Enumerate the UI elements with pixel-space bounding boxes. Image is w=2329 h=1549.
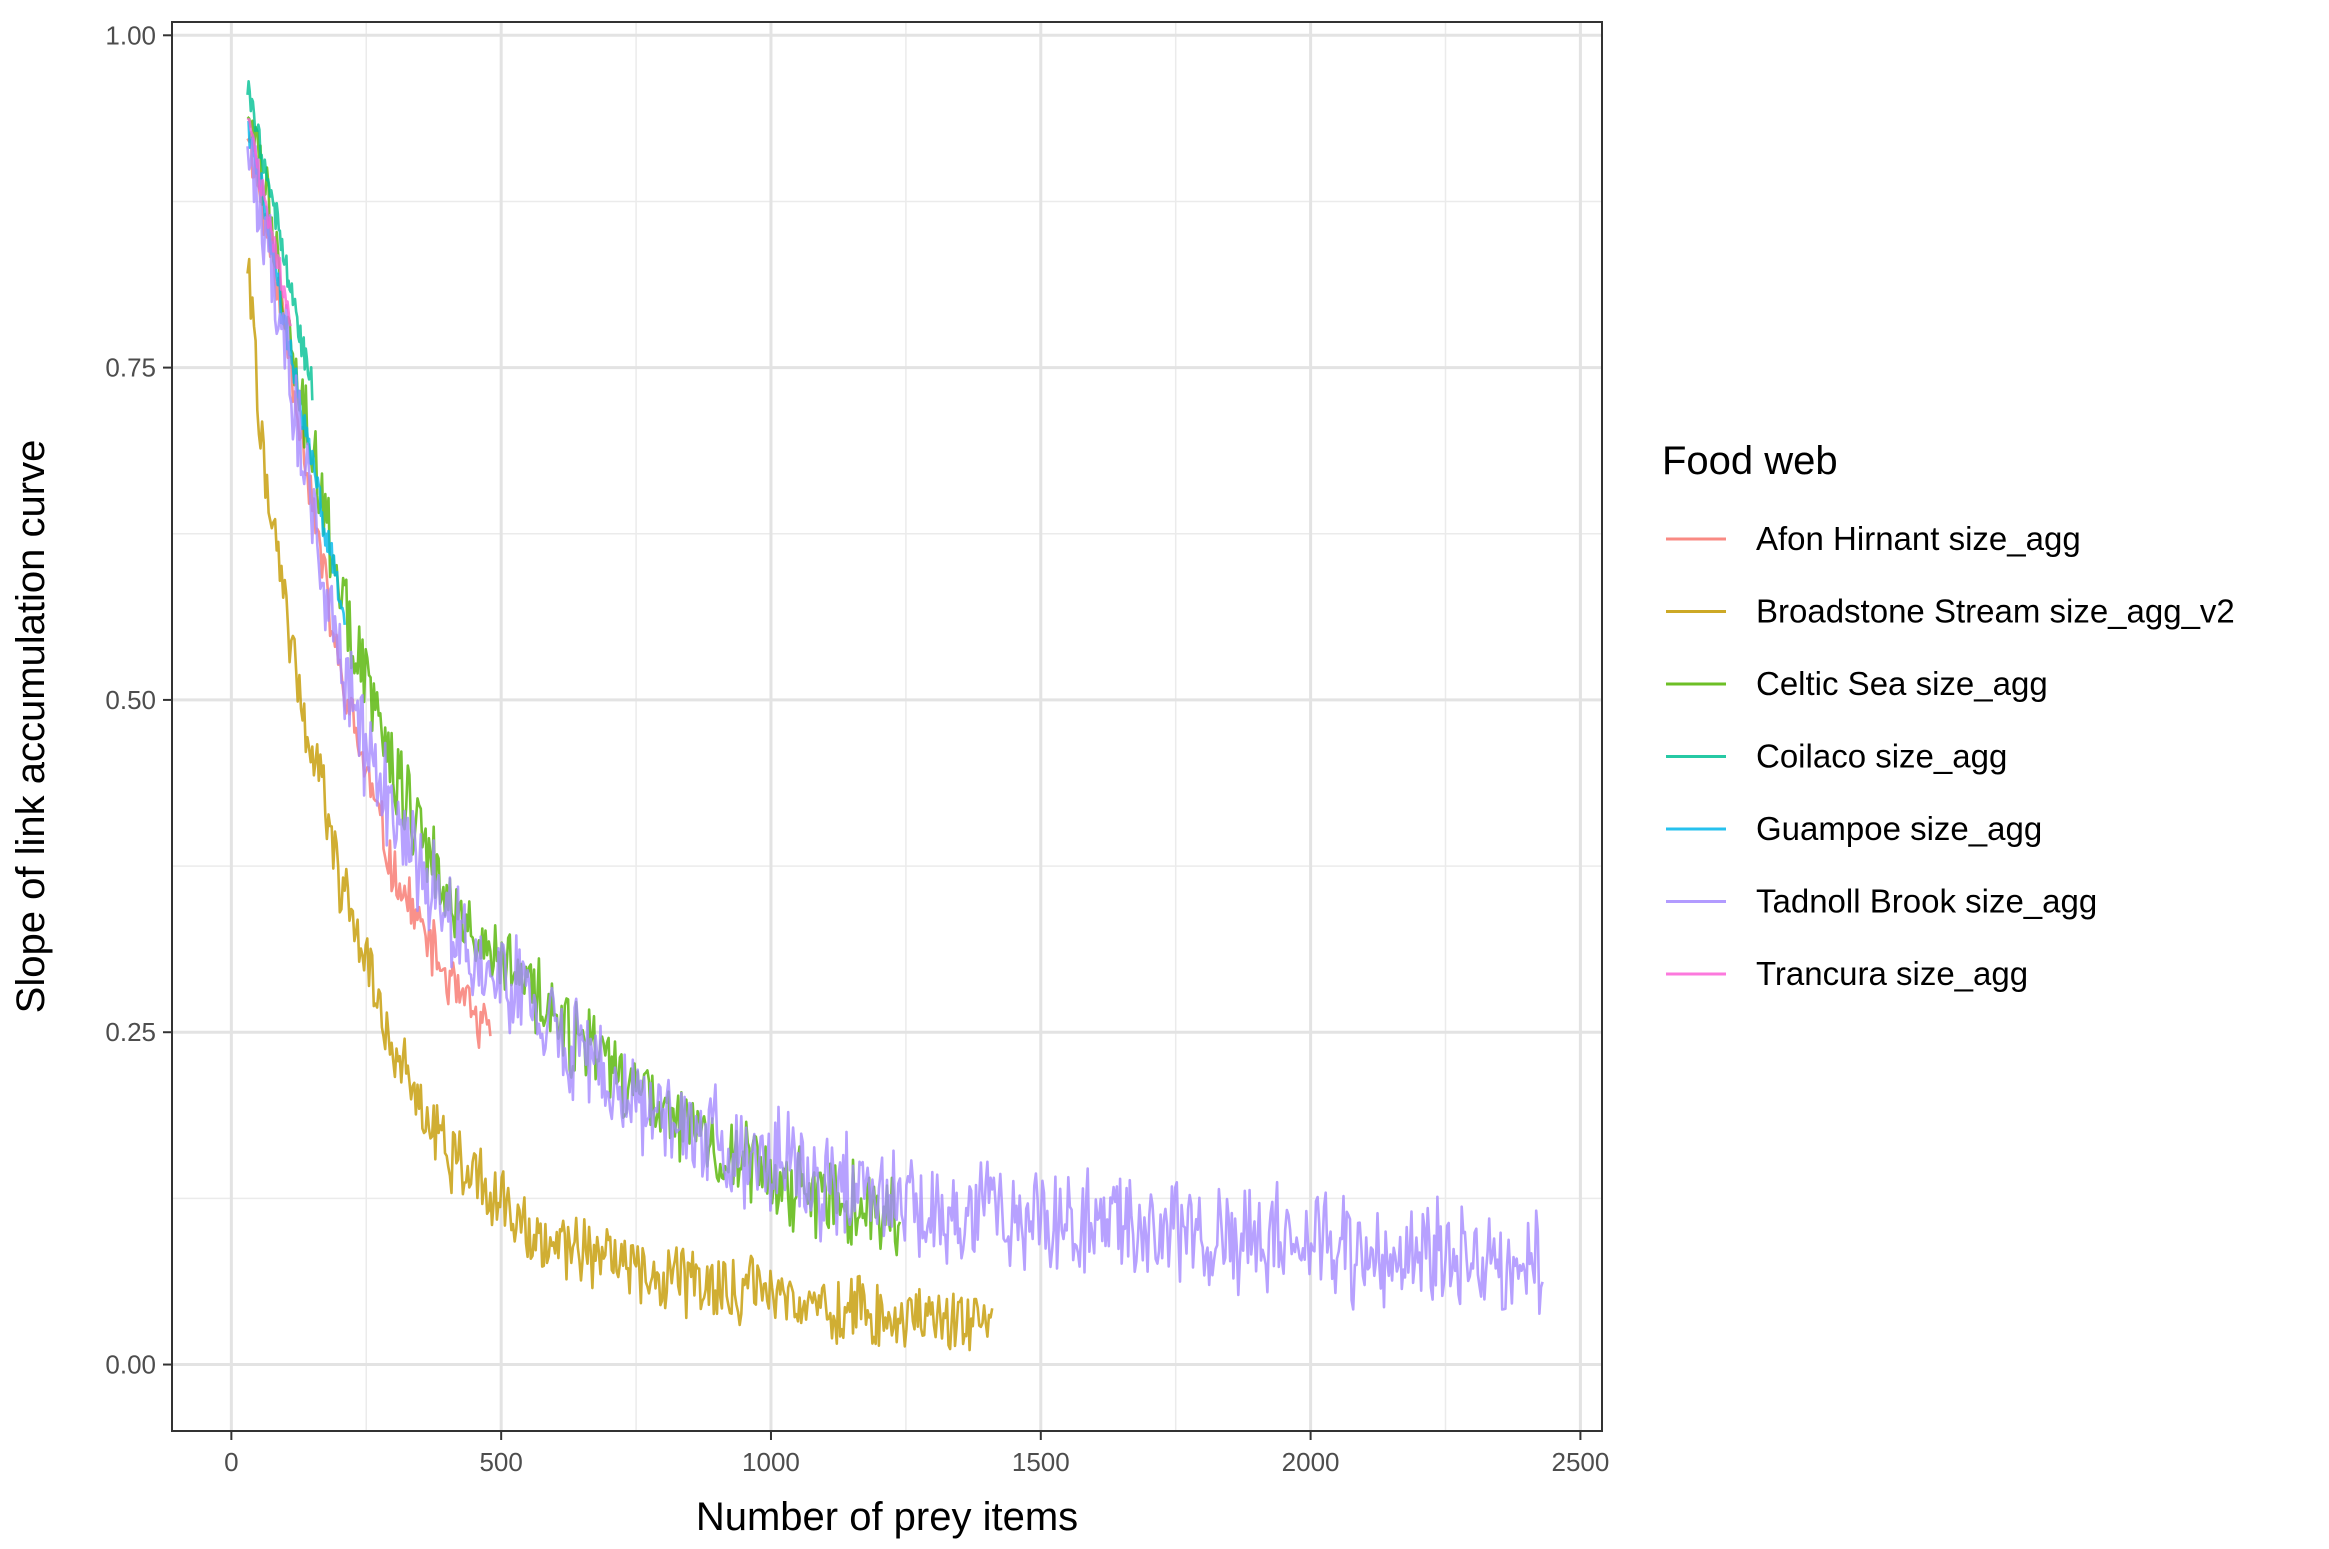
legend-label: Broadstone Stream size_agg_v2 <box>1756 593 2235 630</box>
series-line <box>246 137 1544 1315</box>
legend-items: Afon Hirnant size_agg Broadstone Stream s… <box>1666 520 2235 992</box>
series-line <box>246 80 314 401</box>
legend-item: Trancura size_agg <box>1666 955 2028 992</box>
x-tick-label: 1500 <box>1012 1447 1070 1477</box>
legend-label: Celtic Sea size_agg <box>1756 665 2048 702</box>
legend-item: Afon Hirnant size_agg <box>1666 520 2081 557</box>
legend-label: Trancura size_agg <box>1756 955 2028 992</box>
y-tick-label: 0.50 <box>105 685 156 715</box>
legend-item: Coilaco size_agg <box>1666 738 2007 775</box>
grid-minor <box>172 22 1602 1431</box>
series-line <box>246 117 292 327</box>
y-tick-label: 1.00 <box>105 20 156 50</box>
x-axis-ticks: 0 500 1000 1500 2000 2500 <box>224 1431 1609 1477</box>
legend-item: Tadnoll Brook size_agg <box>1666 883 2097 920</box>
legend-title: Food web <box>1662 439 1838 483</box>
x-tick-label: 2500 <box>1551 1447 1609 1477</box>
y-tick-label: 0.75 <box>105 353 156 383</box>
x-tick-label: 500 <box>479 1447 522 1477</box>
series-layer <box>246 80 1544 1352</box>
y-tick-label: 0.00 <box>105 1350 156 1380</box>
x-tick-label: 1000 <box>742 1447 800 1477</box>
x-tick-label: 0 <box>224 1447 238 1477</box>
y-axis-title: Slope of link accumulation curve <box>9 440 53 1014</box>
grid-major <box>172 22 1602 1431</box>
y-axis-ticks: 0.00 0.25 0.50 0.75 1.00 <box>105 20 172 1380</box>
legend-item: Celtic Sea size_agg <box>1666 665 2048 702</box>
x-axis-title: Number of prey items <box>696 1495 1078 1539</box>
legend-label: Tadnoll Brook size_agg <box>1756 883 2097 920</box>
series-line <box>246 257 994 1352</box>
legend-label: Coilaco size_agg <box>1756 738 2007 775</box>
legend: Food web Afon Hirnant size_agg Broadstone… <box>1662 439 2235 992</box>
legend-label: Afon Hirnant size_agg <box>1756 520 2081 557</box>
panel-border <box>171 21 1603 1432</box>
y-tick-label: 0.25 <box>105 1017 156 1047</box>
legend-item: Guampoe size_agg <box>1666 810 2042 847</box>
legend-item: Broadstone Stream size_agg_v2 <box>1666 593 2235 630</box>
legend-label: Guampoe size_agg <box>1756 810 2042 847</box>
x-tick-label: 2000 <box>1282 1447 1340 1477</box>
